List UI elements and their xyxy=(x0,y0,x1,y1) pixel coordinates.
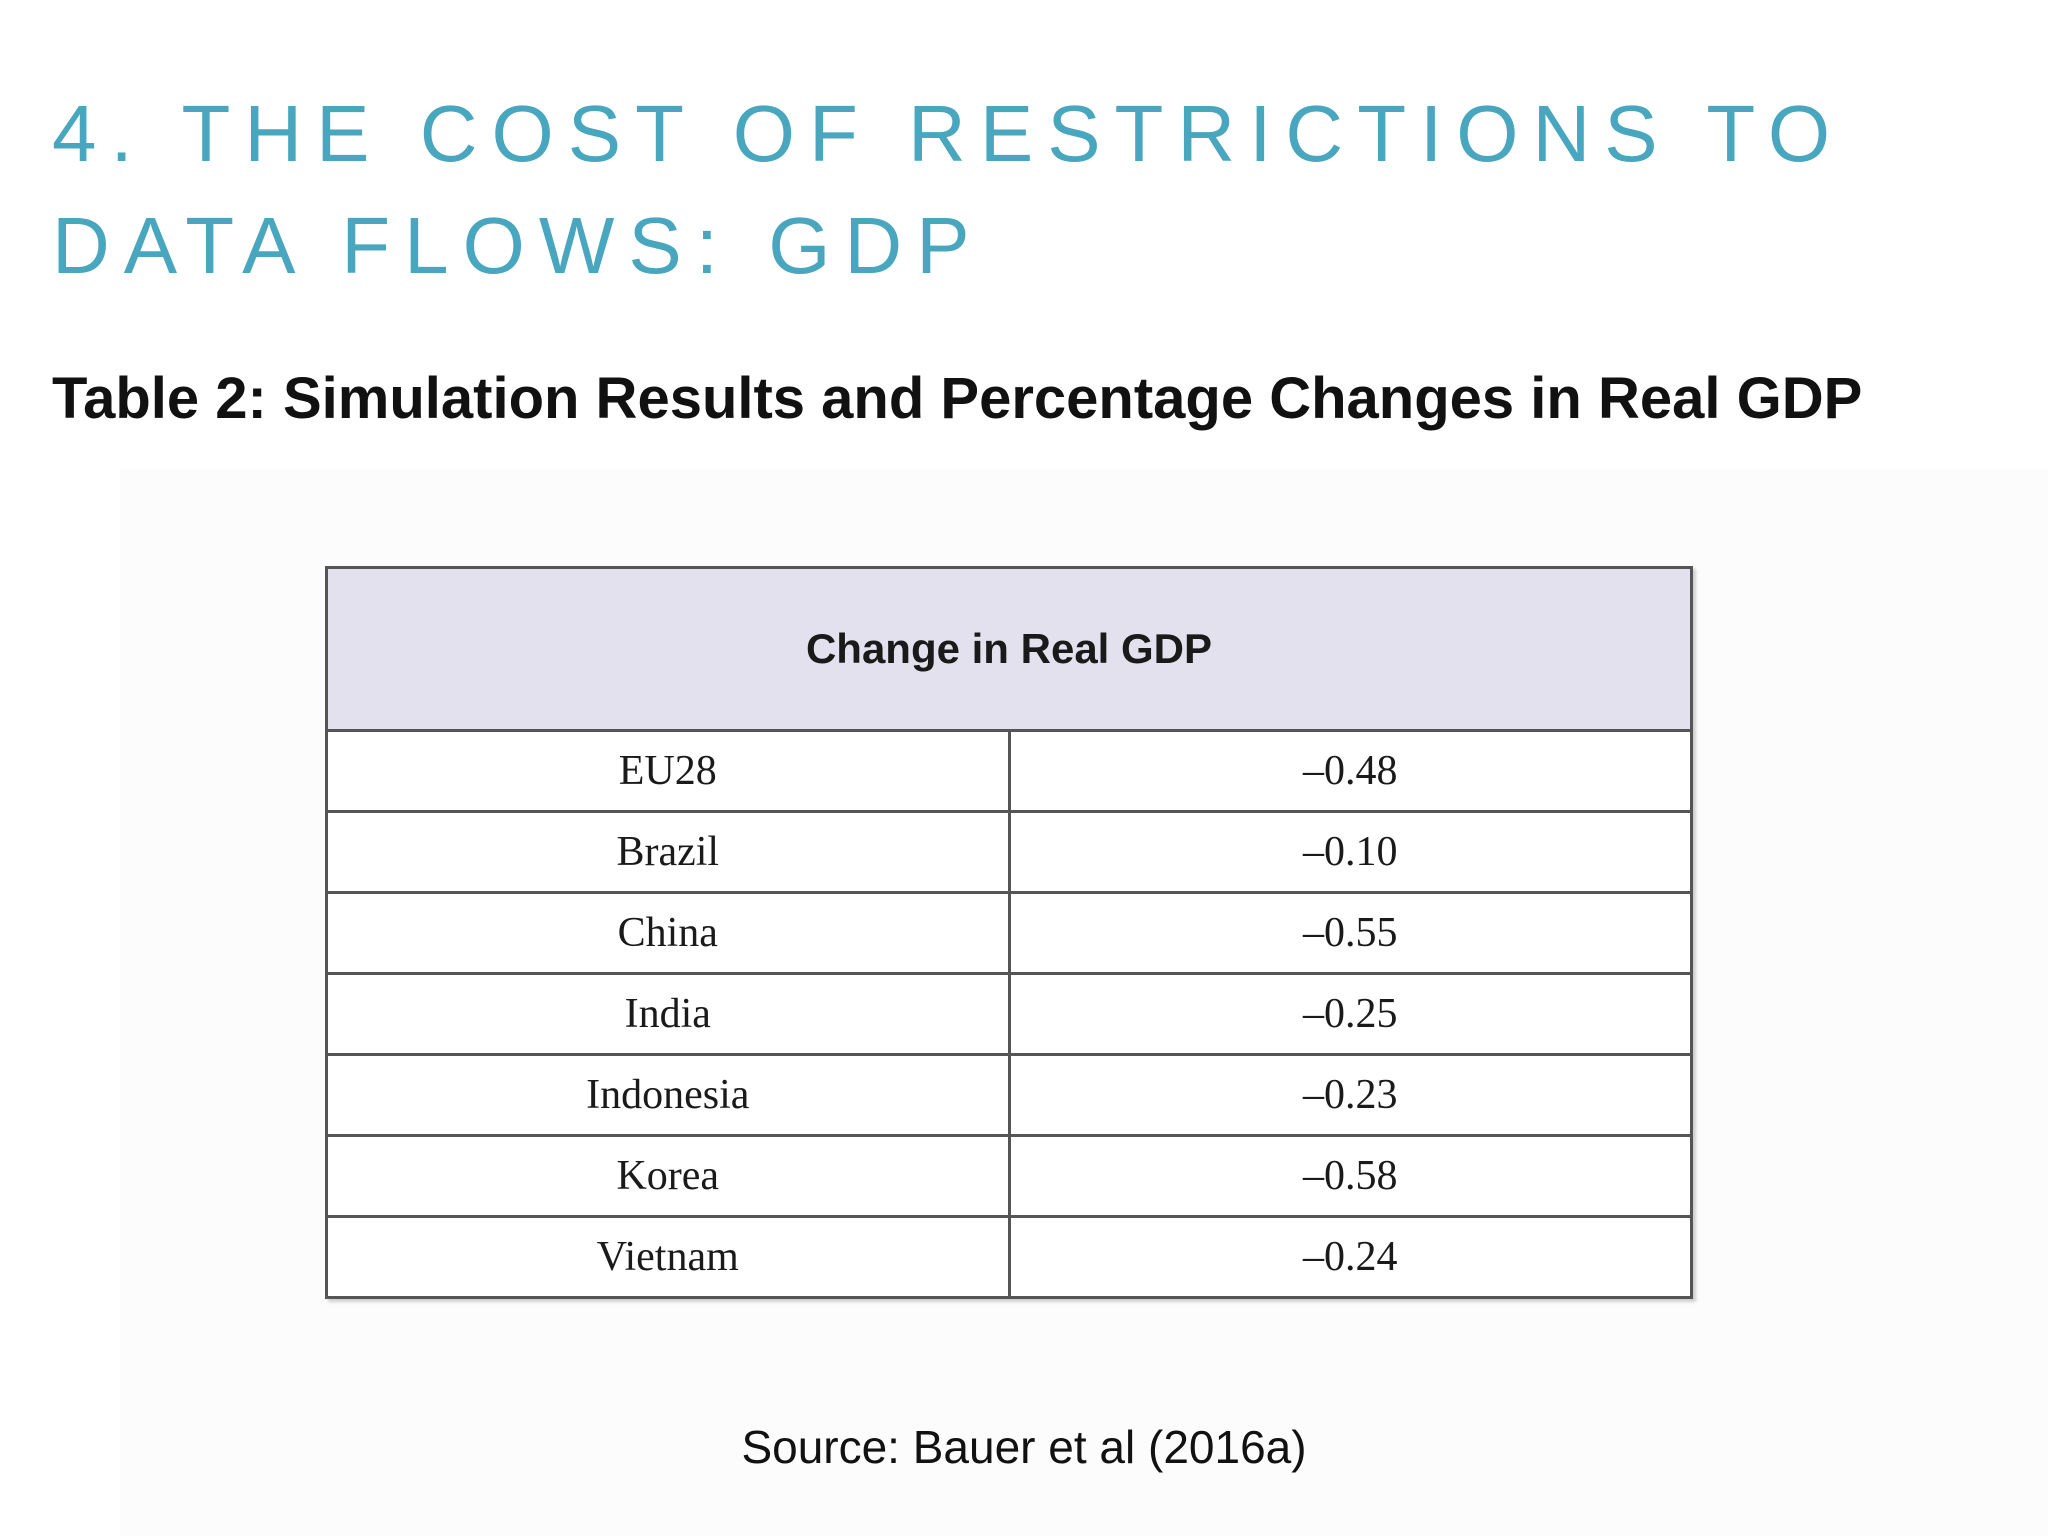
table-caption: Table 2: Simulation Results and Percenta… xyxy=(52,366,1863,431)
table-row: India –0.25 xyxy=(325,972,1693,1056)
table-row: Vietnam –0.24 xyxy=(325,1215,1693,1299)
value-cell: –0.55 xyxy=(1007,891,1693,975)
slide-title-line-2: DATA FLOWS: GDP xyxy=(52,201,984,290)
value-cell: –0.24 xyxy=(1007,1215,1693,1299)
country-cell: Indonesia xyxy=(325,1053,1011,1137)
gdp-table: Change in Real GDP EU28 –0.48 Brazil –0.… xyxy=(325,566,1693,1299)
table-row: Brazil –0.10 xyxy=(325,810,1693,894)
table-header: Change in Real GDP xyxy=(325,566,1693,732)
country-cell: India xyxy=(325,972,1011,1056)
slide-title-line-1: 4. THE COST OF RESTRICTIONS TO xyxy=(52,89,1845,178)
country-cell: China xyxy=(325,891,1011,975)
value-cell: –0.48 xyxy=(1007,729,1693,813)
value-cell: –0.25 xyxy=(1007,972,1693,1056)
table-row: Indonesia –0.23 xyxy=(325,1053,1693,1137)
value-cell: –0.58 xyxy=(1007,1134,1693,1218)
table-header-row: Change in Real GDP xyxy=(325,566,1693,732)
value-cell: –0.10 xyxy=(1007,810,1693,894)
country-cell: Korea xyxy=(325,1134,1011,1218)
country-cell: Vietnam xyxy=(325,1215,1011,1299)
table-row: EU28 –0.48 xyxy=(325,729,1693,813)
source-citation: Source: Bauer et al (2016a) xyxy=(741,1421,1307,1473)
table-row: Korea –0.58 xyxy=(325,1134,1693,1218)
country-cell: EU28 xyxy=(325,729,1011,813)
slide-title: 4. THE COST OF RESTRICTIONS TO DATA FLOW… xyxy=(52,78,1952,302)
country-cell: Brazil xyxy=(325,810,1011,894)
value-cell: –0.23 xyxy=(1007,1053,1693,1137)
table-row: China –0.55 xyxy=(325,891,1693,975)
